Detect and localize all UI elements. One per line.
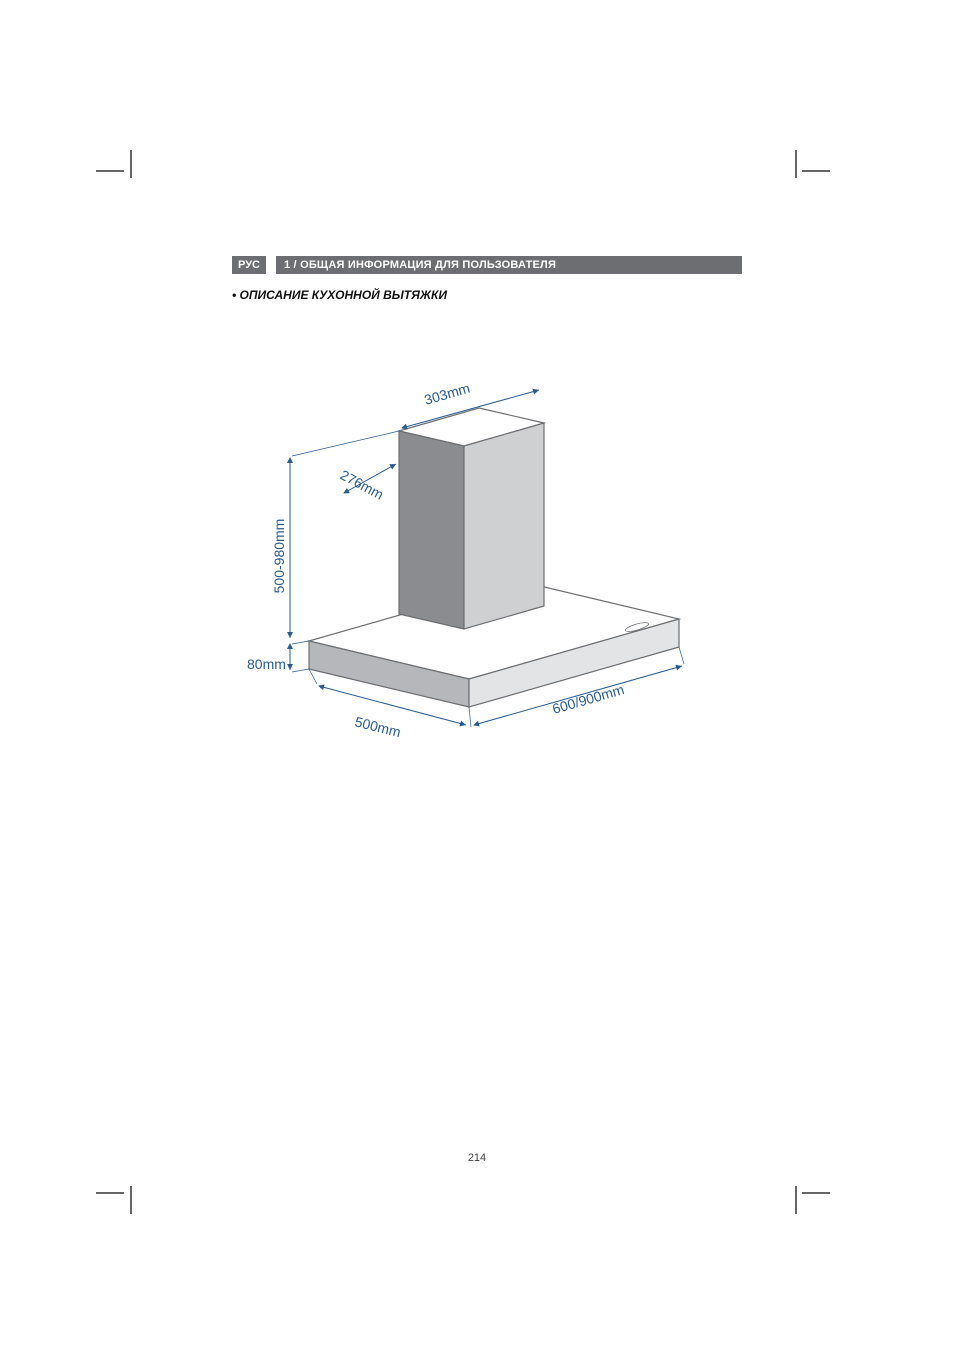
spacer <box>266 256 276 274</box>
crop-mark <box>130 150 132 178</box>
dim-label: 600/900mm <box>550 681 625 717</box>
dim-label: 80mm <box>247 656 286 672</box>
section-title: 1 / ОБЩАЯ ИНФОРМАЦИЯ ДЛЯ ПОЛЬЗОВАТЕЛЯ <box>276 256 742 274</box>
hood-dimension-diagram: 303mm 276mm 500-980mm 80mm 500mm 600/900… <box>244 386 694 776</box>
crop-mark <box>795 150 797 178</box>
dim-label: 303mm <box>422 386 471 408</box>
crop-mark <box>802 1192 830 1194</box>
section-header: РУС 1 / ОБЩАЯ ИНФОРМАЦИЯ ДЛЯ ПОЛЬЗОВАТЕЛ… <box>232 256 742 274</box>
crop-mark <box>130 1186 132 1214</box>
dim-label: 500-980mm <box>271 519 287 594</box>
language-badge: РУС <box>232 256 266 274</box>
crop-mark <box>96 170 124 172</box>
page-number: 214 <box>0 1152 954 1164</box>
crop-mark <box>96 1192 124 1194</box>
crop-mark <box>802 170 830 172</box>
document-page: РУС 1 / ОБЩАЯ ИНФОРМАЦИЯ ДЛЯ ПОЛЬЗОВАТЕЛ… <box>0 0 954 1350</box>
dim-label: 276mm <box>338 467 387 503</box>
section-subtitle: • ОПИСАНИЕ КУХОННОЙ ВЫТЯЖКИ <box>232 288 742 302</box>
crop-mark <box>795 1186 797 1214</box>
dim-label: 500mm <box>353 713 402 740</box>
content-area: РУС 1 / ОБЩАЯ ИНФОРМАЦИЯ ДЛЯ ПОЛЬЗОВАТЕЛ… <box>232 256 742 302</box>
